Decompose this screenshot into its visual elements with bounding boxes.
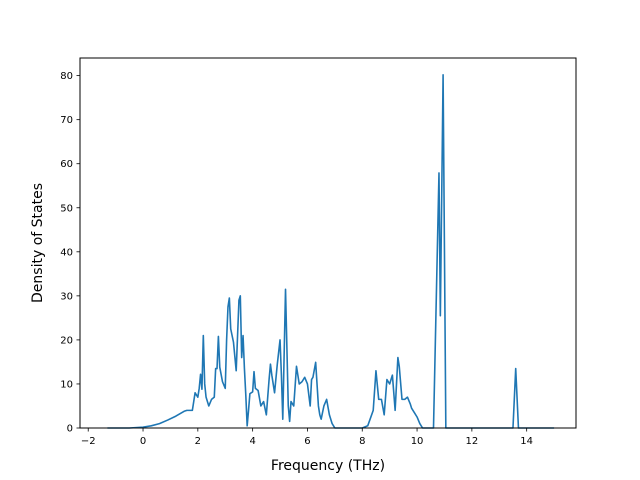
y-tick-label: 40 (60, 247, 73, 258)
y-tick-label: 30 (60, 291, 73, 302)
series-line-0 (107, 73, 555, 429)
series-layer (107, 73, 555, 429)
y-tick-label: 50 (60, 203, 73, 214)
x-tick-label: 14 (520, 436, 533, 447)
y-axis-label: Density of States (30, 183, 46, 303)
x-axis-label: Frequency (THz) (271, 458, 385, 474)
y-axis-ticks: 0 10 20 30 40 50 60 70 80 (60, 71, 80, 435)
plot-area (80, 58, 576, 428)
y-tick-label: 80 (60, 71, 73, 82)
x-tick-label: 2 (195, 436, 201, 447)
y-tick-label: 0 (67, 424, 73, 435)
y-tick-label: 60 (60, 159, 73, 170)
x-tick-label: 4 (249, 436, 255, 447)
x-tick-label: 12 (466, 436, 479, 447)
x-tick-label: 6 (304, 436, 310, 447)
y-tick-label: 10 (60, 379, 73, 390)
x-tick-label: 8 (359, 436, 365, 447)
x-tick-label: 10 (411, 436, 424, 447)
y-tick-label: 20 (60, 335, 73, 346)
plot-frame (79, 57, 577, 429)
x-tick-label: −2 (81, 436, 96, 447)
x-tick-label: 0 (140, 436, 146, 447)
y-tick-label: 70 (60, 115, 73, 126)
x-axis-ticks: −2 0 2 4 6 8 10 12 14 (81, 428, 533, 447)
